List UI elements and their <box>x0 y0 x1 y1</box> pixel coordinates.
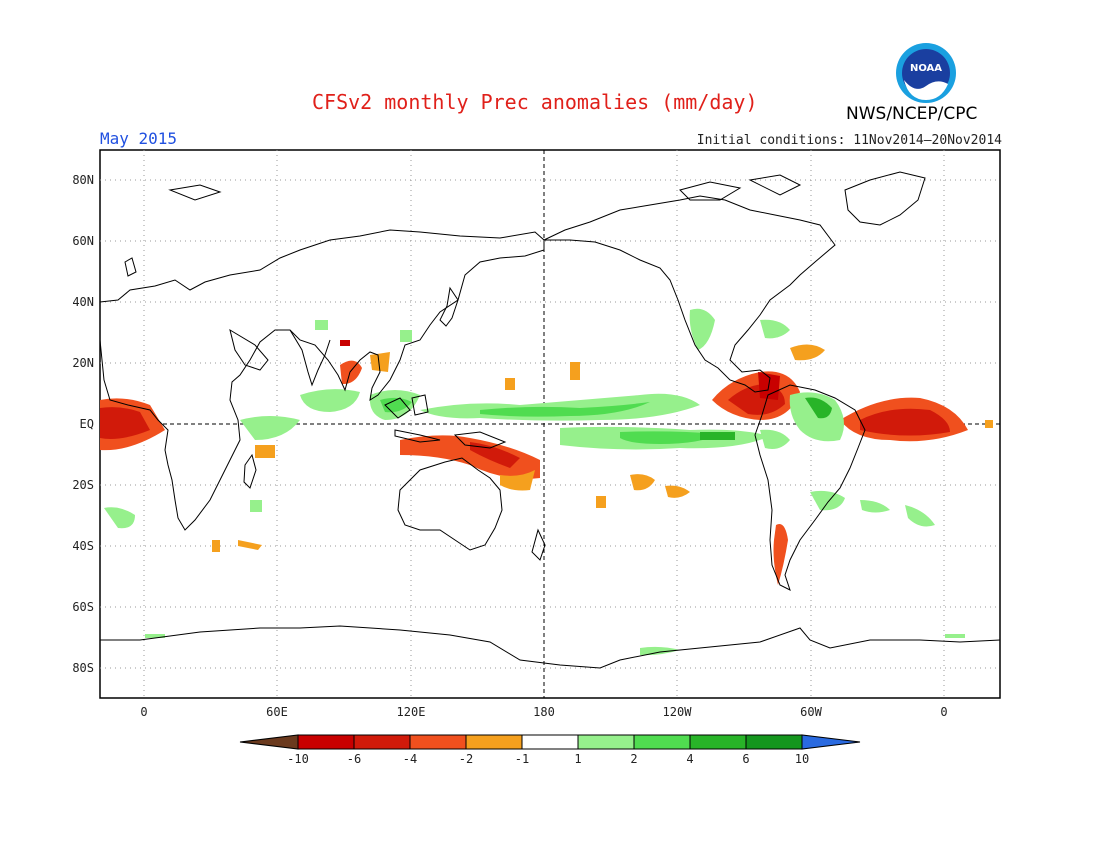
noaa-logo: NOAA <box>895 42 957 104</box>
lon-label: 60W <box>800 705 822 719</box>
colorbar-tick-label: 6 <box>742 752 749 766</box>
colorbar-swatch <box>577 734 635 750</box>
colorbar-tick-label: 1 <box>574 752 581 766</box>
colorbar-swatch <box>297 734 355 750</box>
agency-label: NWS/NCEP/CPC <box>846 104 978 124</box>
lat-label: 40N <box>72 295 94 309</box>
lon-label: 0 <box>140 705 147 719</box>
colorbar: -10 -6 -4 -2 -1 1 2 4 6 10 <box>239 734 861 766</box>
lat-label: 60S <box>72 600 94 614</box>
map-title: CFSv2 monthly Prec anomalies (mm/day) <box>312 90 758 114</box>
colorbar-swatch <box>745 734 803 750</box>
lat-label: EQ <box>80 417 94 431</box>
gridlines <box>100 150 1000 698</box>
lat-label: 40S <box>72 539 94 553</box>
colorbar-arrow-high <box>801 734 861 750</box>
lat-labels: 80N 60N 40N 20N EQ 20S 40S 60S 80S <box>72 173 94 675</box>
lon-label: 60E <box>266 705 288 719</box>
lon-label: 120W <box>663 705 693 719</box>
colorbar-swatch <box>633 734 691 750</box>
colorbar-swatch <box>409 734 467 750</box>
lat-label: 60N <box>72 234 94 248</box>
colorbar-tick-label: -6 <box>347 752 361 766</box>
initial-conditions: Initial conditions: 11Nov2014–20Nov2014 <box>696 133 1002 148</box>
colorbar-swatch <box>353 734 411 750</box>
lat-label: 80S <box>72 661 94 675</box>
anomaly-shading <box>100 308 993 656</box>
lat-label: 80N <box>72 173 94 187</box>
valid-month: May 2015 <box>100 129 178 148</box>
colorbar-tick-label: 2 <box>630 752 637 766</box>
colorbar-swatch <box>521 734 579 750</box>
colorbar-tick-label: -2 <box>459 752 473 766</box>
lat-label: 20N <box>72 356 94 370</box>
lon-labels: 0 60E 120E 180 120W 60W 0 <box>140 705 947 719</box>
lon-label: 0 <box>940 705 947 719</box>
colorbar-swatch <box>689 734 747 750</box>
lon-label: 120E <box>397 705 426 719</box>
logo-text: NOAA <box>910 63 942 74</box>
colorbar-tick-label: -4 <box>403 752 417 766</box>
colorbar-tick-label: -1 <box>515 752 529 766</box>
lon-label: 180 <box>533 705 555 719</box>
colorbar-arrow-low <box>239 734 299 750</box>
colorbar-tick-label: 4 <box>686 752 693 766</box>
colorbar-swatch <box>465 734 523 750</box>
colorbar-tick-label: 10 <box>795 752 809 766</box>
lat-label: 20S <box>72 478 94 492</box>
colorbar-tick-label: -10 <box>287 752 309 766</box>
coastlines <box>99 171 1001 669</box>
